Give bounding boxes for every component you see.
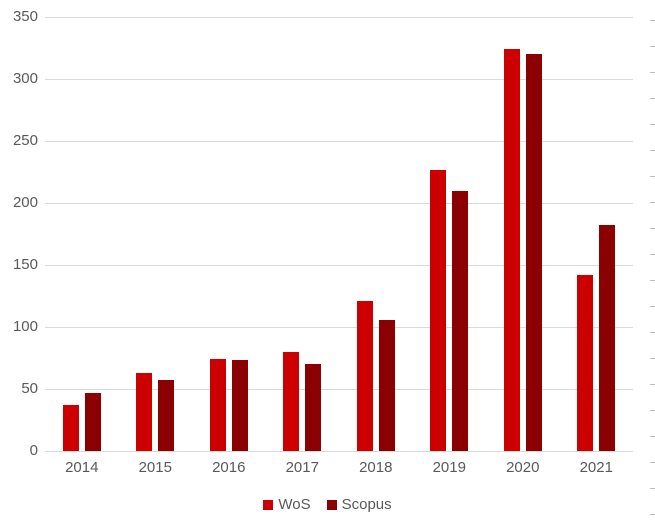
x-axis-tick-label: 2016 xyxy=(212,459,246,476)
right-axis-tick xyxy=(650,176,655,177)
bar-scopus-2014 xyxy=(84,392,101,451)
right-axis-tick xyxy=(650,150,655,151)
y-axis-tick-label: 0 xyxy=(29,442,38,459)
y-axis-tick-label: 100 xyxy=(12,318,38,335)
gridline xyxy=(45,450,633,452)
y-axis-tick-label: 150 xyxy=(12,256,38,273)
x-axis-tick-label: 2021 xyxy=(579,459,613,476)
right-axis-tick xyxy=(650,332,655,333)
y-axis-tick-label: 250 xyxy=(12,132,38,149)
right-axis-tick xyxy=(650,202,655,203)
legend: WoS Scopus xyxy=(0,496,655,513)
right-axis-tick xyxy=(650,306,655,307)
gridline xyxy=(45,388,633,390)
x-axis-tick-label: 2017 xyxy=(285,459,319,476)
right-axis-tick xyxy=(650,124,655,125)
gridline xyxy=(45,78,633,80)
gridline xyxy=(45,140,633,142)
right-axis-tick xyxy=(650,46,655,47)
bar-scopus-2015 xyxy=(158,380,175,451)
bar-scopus-2021 xyxy=(599,225,616,451)
y-axis-tick-label: 200 xyxy=(12,194,38,211)
bar-wos-2017 xyxy=(283,351,300,451)
bar-wos-2015 xyxy=(136,372,153,451)
bar-wos-2020 xyxy=(503,49,520,451)
bar-wos-2019 xyxy=(430,169,447,451)
right-axis-tick xyxy=(650,280,655,281)
bar-wos-2016 xyxy=(209,359,226,451)
legend-item-wos: WoS xyxy=(263,496,311,513)
y-axis-tick-label: 300 xyxy=(12,70,38,87)
bar-scopus-2016 xyxy=(231,360,248,451)
bar-scopus-2019 xyxy=(452,190,469,451)
legend-item-scopus: Scopus xyxy=(326,496,392,513)
right-axis-tick xyxy=(650,514,655,515)
right-axis-tick xyxy=(650,254,655,255)
right-axis-tick xyxy=(650,228,655,229)
gridline xyxy=(45,16,633,18)
bar-wos-2021 xyxy=(577,274,594,451)
right-axis-tick xyxy=(650,488,655,489)
x-axis-tick-label: 2015 xyxy=(138,459,172,476)
y-axis-tick-label: 350 xyxy=(12,8,38,25)
right-axis-tick xyxy=(650,462,655,463)
scopus-swatch-icon xyxy=(326,499,337,510)
right-axis-tick xyxy=(650,410,655,411)
right-axis-tick xyxy=(650,436,655,437)
bar-scopus-2018 xyxy=(378,319,395,451)
right-axis-tick xyxy=(650,98,655,99)
bar-scopus-2020 xyxy=(525,54,542,451)
x-axis-tick-label: 2014 xyxy=(65,459,99,476)
gridline xyxy=(45,202,633,204)
y-axis-tick-label: 50 xyxy=(21,380,38,397)
legend-label-wos: WoS xyxy=(278,496,311,513)
right-axis-tick xyxy=(650,358,655,359)
bar-wos-2014 xyxy=(62,405,79,451)
right-axis-tick xyxy=(650,72,655,73)
x-axis-tick-label: 2018 xyxy=(359,459,393,476)
gridline xyxy=(45,326,633,328)
x-axis-tick-label: 2020 xyxy=(506,459,540,476)
right-axis-tick xyxy=(650,20,655,21)
right-axis-tick xyxy=(650,384,655,385)
x-axis-tick-label: 2019 xyxy=(432,459,466,476)
wos-swatch-icon xyxy=(263,499,274,510)
legend-label-scopus: Scopus xyxy=(341,496,392,513)
bar-scopus-2017 xyxy=(305,364,322,451)
bar-wos-2018 xyxy=(356,300,373,451)
gridline xyxy=(45,264,633,266)
